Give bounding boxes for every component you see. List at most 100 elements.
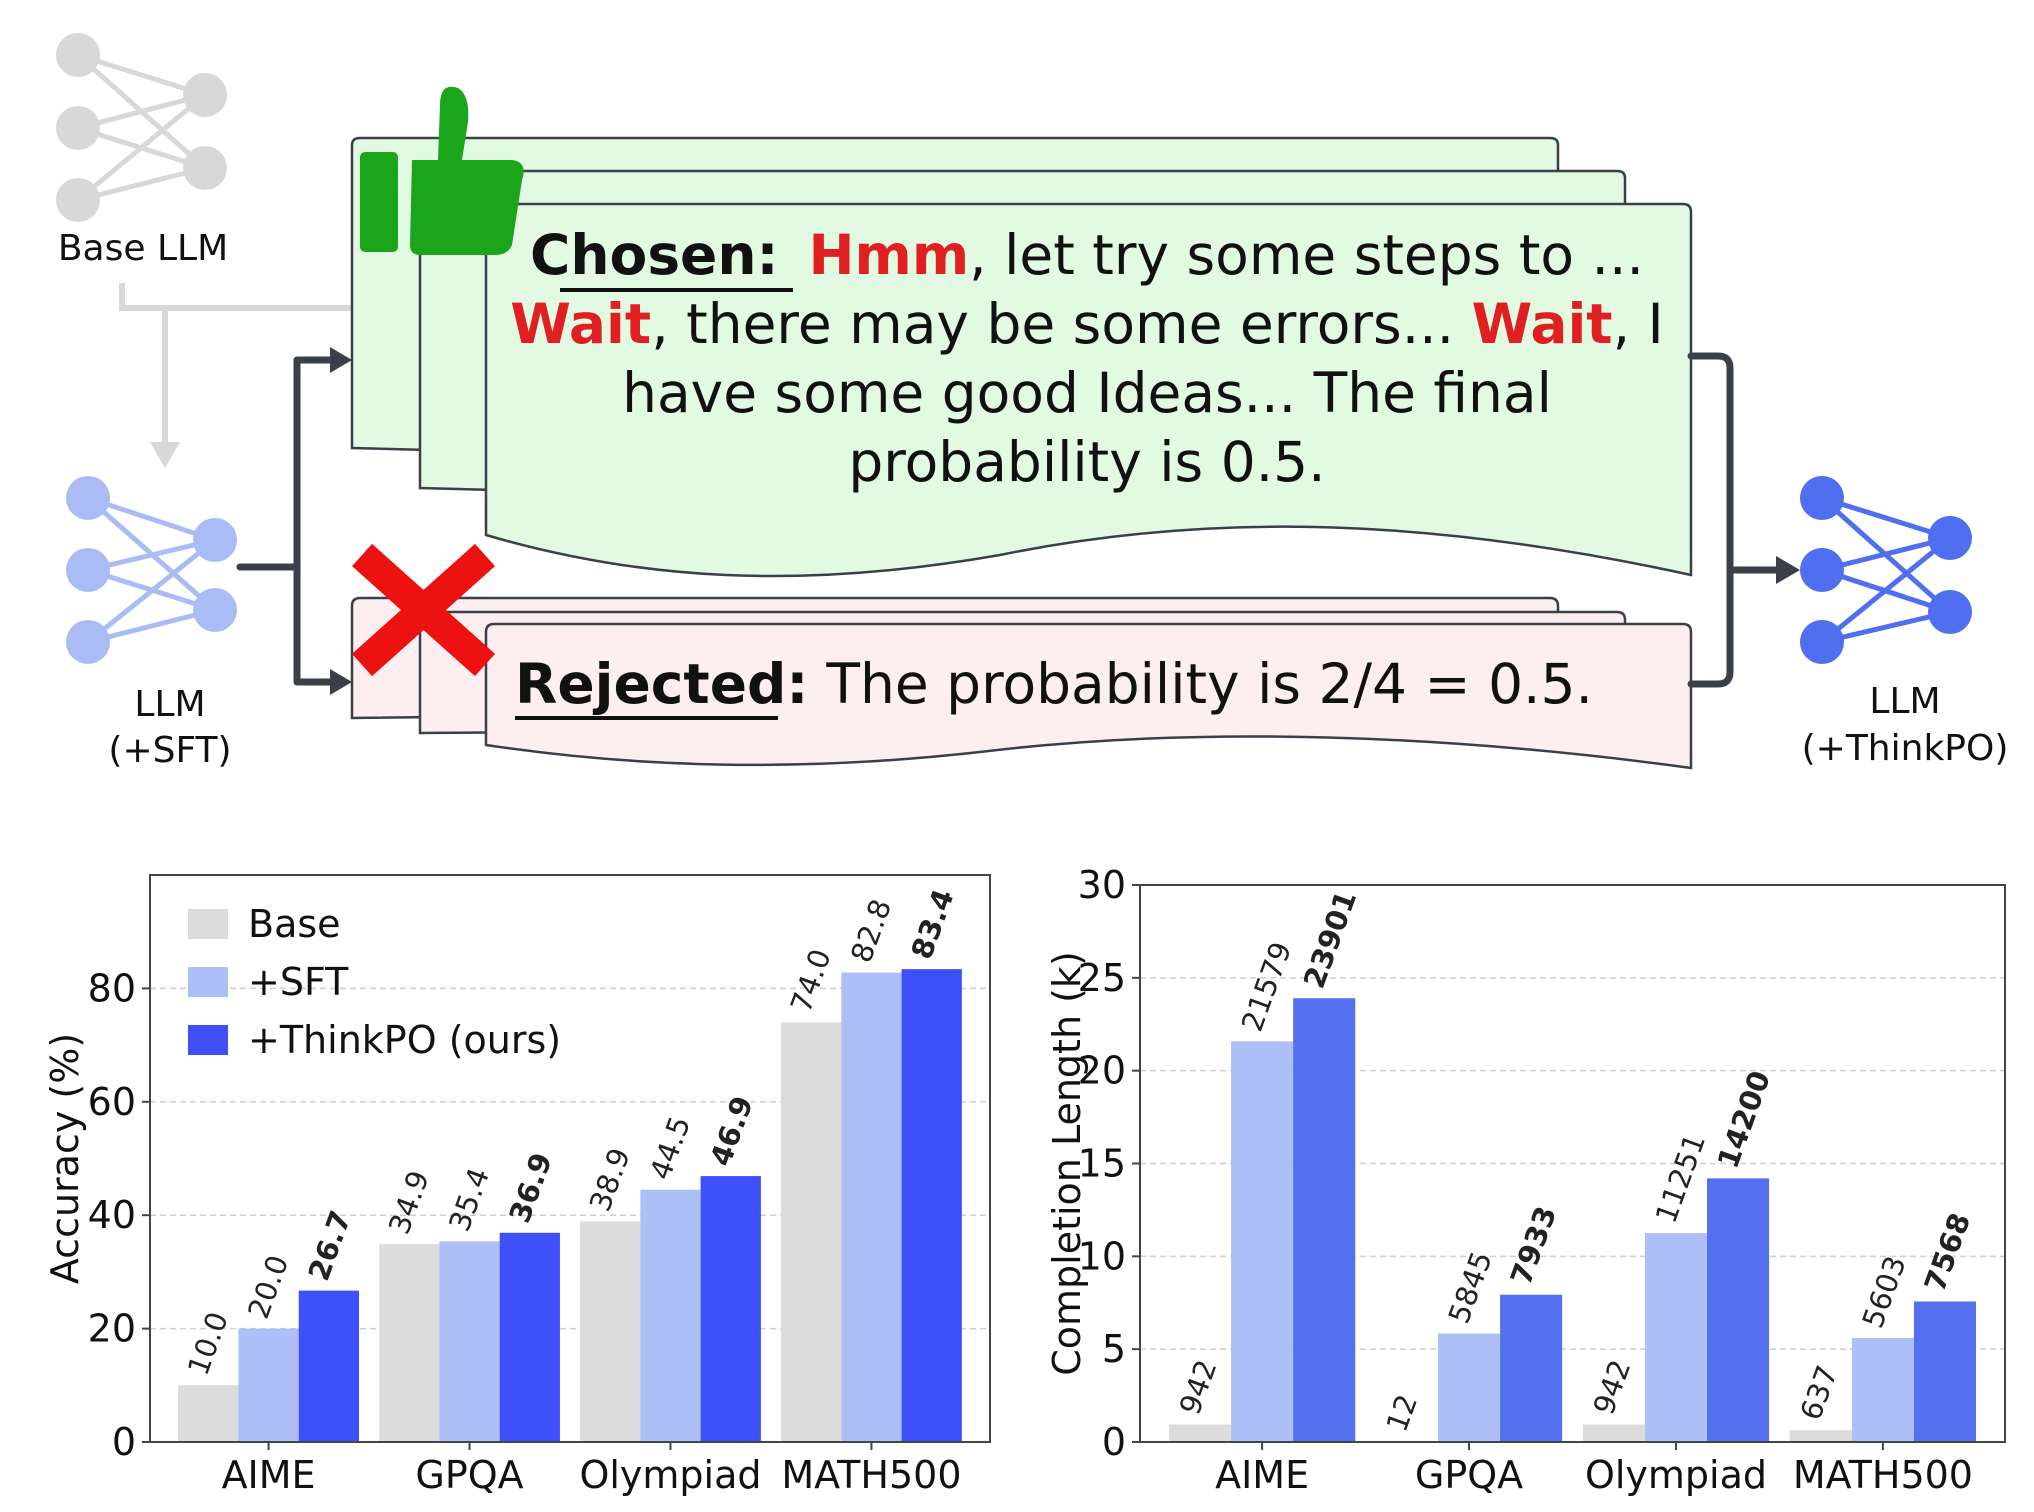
cross-icon [352,543,495,677]
sft-llm-label-line1: LLM [134,684,205,725]
thinkpo-llm-network-icon [1800,476,1972,664]
to-rejected-arrowhead [330,669,352,695]
x-tick-label: AIME [222,1453,316,1497]
completion-length-chart: 942 12 942 637 21579 5845 11251 5603 23901 7933 14… [1045,863,2006,1497]
x-tick-label: MATH500 [1793,1453,1973,1497]
bar [1293,998,1356,1442]
legend-label: +SFT [248,960,349,1004]
bar-data-label: 942 [1173,1355,1224,1419]
bar-data-label: 942 [1587,1355,1638,1419]
y-tick-label: 30 [1078,863,1126,907]
chosen-card-front [484,202,1693,578]
chosen-line2-mid: , there may be some errors... [651,292,1471,356]
bar [1582,1424,1645,1442]
bar-data-label: 35.4 [442,1163,496,1235]
chosen-highlight-wait-b: Wait [1472,292,1613,356]
rejected-heading: Rejected: [515,652,808,716]
rejected-line: Rejected: The probability is 2/4 = 0.5. [515,652,1593,716]
bar [1789,1430,1852,1442]
thinkpo-llm-label-line1: LLM [1869,681,1940,722]
bar [1707,1178,1770,1442]
legend: Base +SFT +ThinkPO (ours) [188,902,561,1062]
bar [499,1232,560,1442]
bar [1851,1337,1914,1442]
legend-swatch [188,909,228,939]
sft-llm-network-icon [66,476,237,664]
chosen-line-3: have some good Ideas... The final [622,361,1552,425]
bar [580,1221,641,1442]
bar-data-label: 44.5 [643,1112,697,1184]
chosen-highlight-hmm: Hmm [809,223,970,287]
bar-data-label: 11251 [1649,1129,1713,1227]
to-chosen-arrowhead [330,347,352,373]
y-axis-label: Completion Length (k) [1045,951,1089,1376]
plot-frame [149,874,991,1443]
rejected-card-stack [350,596,1693,770]
bar [640,1189,701,1442]
thumbs-up-icon [360,86,524,255]
accuracy-chart: 10.034.9 38.974.020.035.444.582.826.736.9… [43,874,991,1497]
bar-data-label: 10.0 [181,1307,235,1379]
bar-data-label: 14200 [1711,1066,1777,1172]
bar-data-label: 23901 [1297,886,1363,992]
rejected-text: The probability is 2/4 = 0.5. [825,652,1593,716]
legend-swatch [188,1025,228,1055]
y-tick-label: 40 [88,1193,136,1237]
bar-data-label: 21579 [1235,937,1299,1035]
bar [298,1290,359,1442]
y-tick-label: 60 [88,1080,136,1124]
bar [1913,1301,1977,1442]
bar [439,1241,500,1442]
chosen-heading: Chosen: [530,223,779,287]
bar-data-label: 34.9 [382,1166,436,1238]
x-tick-label: AIME [1215,1453,1309,1497]
bar-data-label: 82.8 [844,895,898,967]
x-tick-label: GPQA [415,1453,523,1497]
base-to-sft-connector [119,283,352,455]
bar-data-label: 7933 [1504,1202,1564,1289]
pipeline-diagram: Base LLM LLM (+SFT) [56,33,2008,771]
y-tick-label: 15 [1078,1142,1126,1186]
bar [238,1328,299,1442]
bar [781,1022,842,1442]
bar [178,1385,239,1442]
y-tick-label: 0 [1102,1420,1126,1464]
bar-data-label: 12 [1380,1390,1425,1436]
bar-data-label: 74.0 [784,945,838,1017]
rejected-card-front [484,622,1693,770]
legend-label: +ThinkPO (ours) [248,1018,561,1062]
y-axis-label: Accuracy (%) [43,1033,87,1284]
sft-branch-connector [236,356,339,686]
chosen-line1-rest: , let try some steps to ... [969,223,1644,287]
y-tick-label: 10 [1078,1234,1126,1278]
chosen-card-stack [350,136,1693,578]
chosen-line-2: Wait, there may be some errors... Wait, … [510,292,1664,356]
y-tick-label: 20 [1078,1049,1126,1093]
y-tick-label: 5 [1102,1327,1126,1371]
x-tick-label: Olympiad [579,1453,761,1497]
bar-data-label: 83.4 [904,885,960,964]
y-tick-label: 25 [1078,956,1126,1000]
chosen-line2-end: , I [1613,292,1664,356]
sft-llm-label-line2: (+SFT) [108,730,231,771]
chosen-line-4: probability is 0.5. [848,430,1325,494]
base-to-sft-arrowhead [150,442,180,468]
bar-data-label: 20.0 [241,1251,295,1323]
bar [379,1244,440,1442]
bar [1168,1424,1232,1442]
bar [1231,1041,1294,1442]
legend-label: Base [248,902,341,946]
bar [901,969,962,1442]
bar-data-label: 637 [1793,1361,1844,1425]
y-tick-label: 80 [88,966,136,1010]
bar-data-label: 38.9 [583,1144,637,1216]
thinkpo-llm-label-line2: (+ThinkPO) [1802,728,2009,769]
chosen-line-1: Chosen: Hmm, let try some steps to ... [530,223,1644,287]
x-tick-label: MATH500 [781,1453,961,1497]
x-tick-label: GPQA [1415,1453,1523,1497]
bar-data-label: 26.7 [301,1206,357,1285]
legend-swatch [188,967,228,997]
to-thinkpo-arrowhead [1776,556,1800,584]
base-llm-label: Base LLM [58,228,228,269]
